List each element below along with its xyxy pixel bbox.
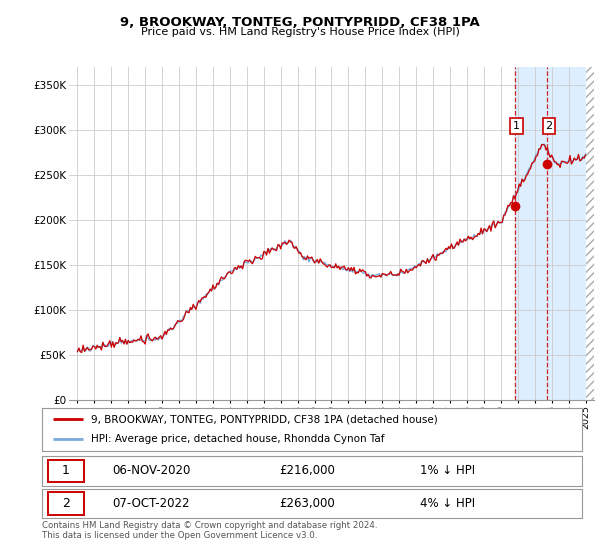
Text: Contains HM Land Registry data © Crown copyright and database right 2024.
This d: Contains HM Land Registry data © Crown c… [42, 521, 377, 540]
Bar [515, 67, 594, 400]
Text: 9, BROOKWAY, TONTEG, PONTYPRIDD, CF38 1PA: 9, BROOKWAY, TONTEG, PONTYPRIDD, CF38 1P… [120, 16, 480, 29]
Text: 2: 2 [545, 121, 553, 130]
Text: Price paid vs. HM Land Registry's House Price Index (HPI): Price paid vs. HM Land Registry's House … [140, 27, 460, 38]
Text: 9, BROOKWAY, TONTEG, PONTYPRIDD, CF38 1PA (detached house): 9, BROOKWAY, TONTEG, PONTYPRIDD, CF38 1P… [91, 414, 437, 424]
Text: 4% ↓ HPI: 4% ↓ HPI [420, 497, 475, 510]
Text: 1: 1 [62, 464, 70, 478]
Bar [586, 67, 600, 400]
Text: £216,000: £216,000 [280, 464, 335, 478]
Text: HPI: Average price, detached house, Rhondda Cynon Taf: HPI: Average price, detached house, Rhon… [91, 434, 384, 444]
Text: 07-OCT-2022: 07-OCT-2022 [112, 497, 190, 510]
Text: 1% ↓ HPI: 1% ↓ HPI [420, 464, 475, 478]
Text: 06-NOV-2020: 06-NOV-2020 [112, 464, 191, 478]
Text: £263,000: £263,000 [280, 497, 335, 510]
FancyBboxPatch shape [49, 492, 83, 515]
FancyBboxPatch shape [49, 460, 83, 482]
Text: 2: 2 [62, 497, 70, 510]
Text: 1: 1 [513, 121, 520, 130]
